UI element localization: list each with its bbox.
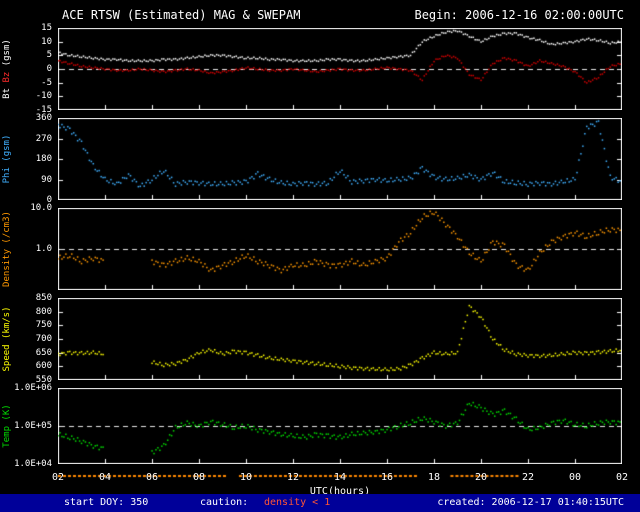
caution-label: caution: bbox=[200, 497, 249, 508]
temp-ytick-labels: 1.0E+06 1.0E+05 1.0E+04 bbox=[0, 383, 54, 469]
x-tick-label: 08 bbox=[192, 472, 206, 483]
panel-phi: Phi (gsm) 360 270 180 90 0 bbox=[0, 113, 640, 205]
begin-timestamp: Begin: 2006-12-16 02:00:00UTC bbox=[414, 8, 624, 22]
x-tick-label: 14 bbox=[333, 472, 347, 483]
y-tick-label: 550 bbox=[35, 375, 52, 385]
y-tick-label: 650 bbox=[35, 347, 52, 358]
caution-marks-canvas bbox=[58, 473, 622, 481]
bt-bz-ytick-labels: 15 10 5 0 -5 -10 -15 bbox=[0, 23, 54, 115]
panel-density: Density (/cm3) 10.0 1.0 bbox=[0, 203, 640, 290]
x-tick-label: 06 bbox=[145, 472, 159, 483]
y-tick-label: 1.0E+04 bbox=[14, 459, 52, 469]
x-tick-label: 16 bbox=[380, 472, 394, 483]
y-tick-label: 360 bbox=[35, 113, 52, 123]
y-tick-label: 270 bbox=[35, 133, 52, 144]
x-tick-label: 02 bbox=[615, 472, 629, 483]
footer-bar: start DOY: 350 caution: density < 1 crea… bbox=[0, 494, 640, 512]
speed-plot-canvas bbox=[58, 298, 622, 380]
density-plot-canvas bbox=[58, 208, 622, 290]
y-tick-label: 0 bbox=[46, 195, 52, 205]
y-tick-label: 1.0E+05 bbox=[14, 421, 52, 431]
caution-marks bbox=[58, 466, 622, 481]
y-tick-label: 10 bbox=[41, 36, 52, 47]
speed-ytick-labels: 850 800 750 700 650 600 550 bbox=[0, 293, 54, 385]
phi-plot-canvas bbox=[58, 118, 622, 200]
start-doy-label: start DOY: 350 bbox=[64, 497, 149, 508]
y-tick-label: 700 bbox=[35, 334, 52, 344]
y-tick-label: 15 bbox=[41, 23, 52, 33]
x-tick-label: 20 bbox=[474, 472, 488, 483]
y-tick-label: 600 bbox=[35, 361, 52, 372]
density-ytick-labels: 10.0 1.0 bbox=[0, 203, 54, 290]
y-tick-label: 90 bbox=[41, 174, 52, 185]
y-tick-label: 800 bbox=[35, 306, 52, 317]
x-tick-label: 00 bbox=[568, 472, 582, 483]
x-axis-title: UTC(hours) bbox=[309, 486, 371, 497]
y-tick-label: 5 bbox=[46, 50, 52, 61]
y-tick-label: -15 bbox=[35, 105, 52, 115]
y-tick-label: -5 bbox=[41, 77, 52, 88]
x-tick-label: 04 bbox=[98, 472, 112, 483]
caution-value: density < 1 bbox=[264, 497, 331, 508]
x-axis-labels: 02 04 06 08 10 12 14 16 18 20 22 00 02 bbox=[52, 472, 628, 484]
y-tick-label: 750 bbox=[35, 320, 52, 331]
panel-temp: Temp (K) 1.0E+06 1.0E+05 1.0E+04 bbox=[0, 383, 640, 469]
panel-bt-bz: Bt Bz (gsm) 15 10 5 0 -5 -10 -15 bbox=[0, 23, 640, 115]
temp-plot-canvas bbox=[58, 388, 622, 464]
panel-speed: Speed (km/s) 850 800 750 700 650 600 550 bbox=[0, 293, 640, 385]
y-tick-label: 1.0 bbox=[35, 244, 52, 254]
x-tick-label: 12 bbox=[286, 472, 300, 483]
plot-title: ACE RTSW (Estimated) MAG & SWEPAM bbox=[62, 8, 301, 22]
x-tick-label: 02 bbox=[51, 472, 65, 483]
y-tick-label: -10 bbox=[35, 91, 52, 102]
y-tick-label: 10.0 bbox=[30, 203, 52, 213]
y-tick-label: 180 bbox=[35, 154, 52, 164]
y-tick-label: 1.0E+06 bbox=[14, 383, 52, 393]
bt-bz-plot-canvas bbox=[58, 28, 622, 110]
x-tick-label: 18 bbox=[427, 472, 441, 483]
x-tick-label: 22 bbox=[521, 472, 535, 483]
y-tick-label: 0 bbox=[46, 64, 52, 74]
phi-ytick-labels: 360 270 180 90 0 bbox=[0, 113, 54, 205]
y-tick-label: 850 bbox=[35, 293, 52, 303]
created-timestamp: created: 2006-12-17 01:40:15UTC bbox=[437, 497, 624, 508]
x-tick-label: 10 bbox=[239, 472, 253, 483]
